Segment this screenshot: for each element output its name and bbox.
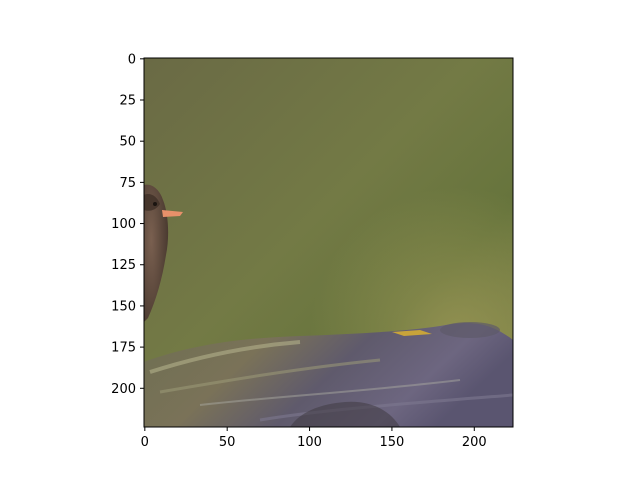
y-tick-label: 150	[111, 299, 136, 314]
y-axis: 0 25 50 75 100 125 150 175 200	[111, 52, 144, 397]
y-tick-label: 50	[119, 135, 136, 150]
log-highlight-2	[159, 358, 381, 394]
y-tick-label: 100	[111, 217, 136, 232]
x-tick-label: 100	[297, 435, 322, 450]
x-tick-label: 150	[380, 435, 405, 450]
bird-eye	[153, 202, 157, 206]
log-highlight-1	[149, 340, 301, 374]
bird-beak	[162, 210, 183, 217]
x-tick-label: 0	[141, 435, 149, 450]
log-highlight-3	[199, 379, 461, 406]
bird-head-marking	[144, 194, 160, 211]
y-tick-label: 125	[111, 258, 136, 273]
bird-body	[144, 184, 169, 322]
leaf	[392, 330, 432, 336]
x-tick-label: 50	[219, 435, 236, 450]
plot-image	[144, 58, 513, 427]
y-tick-label: 0	[128, 52, 136, 67]
y-tick-label: 25	[119, 94, 136, 109]
y-tick-label: 200	[111, 382, 136, 397]
x-axis: 0 50 100 150 200	[141, 427, 487, 450]
axes-frame	[143, 57, 514, 428]
y-tick-label: 75	[119, 176, 136, 191]
x-tick-label: 200	[462, 435, 487, 450]
log-knot	[440, 322, 500, 338]
log-shadow-curve	[290, 401, 400, 427]
y-tick-label: 175	[111, 341, 136, 356]
